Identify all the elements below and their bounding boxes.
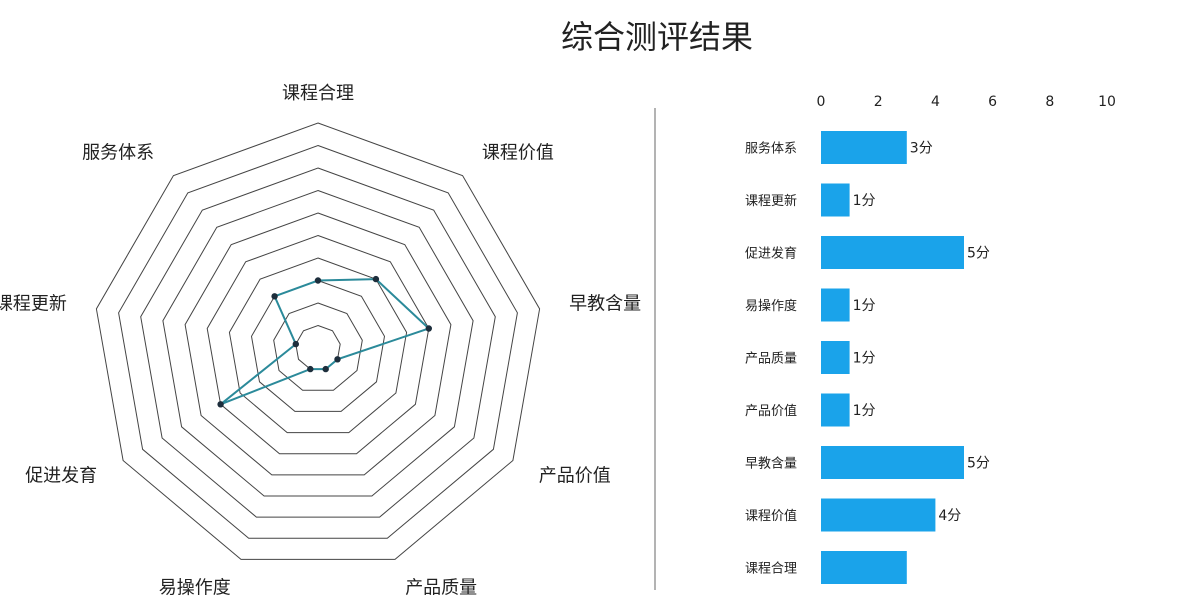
- category-label: 易操作度: [745, 298, 797, 314]
- chart-title: 综合测评结果: [561, 18, 753, 56]
- category-label: 产品质量: [745, 352, 797, 367]
- bar: [821, 341, 850, 374]
- x-tick-label: 8: [1045, 94, 1054, 110]
- bar-value-label: 1分: [853, 193, 876, 209]
- category-label: 课程价值: [745, 508, 797, 524]
- radar-grid-ring-8: [140, 167, 496, 518]
- radar-grid-ring-3: [250, 279, 386, 412]
- bar: [821, 183, 850, 217]
- radar-point: [372, 275, 380, 283]
- bar-value-label: 3分: [910, 141, 933, 157]
- radar-grid-ring-7: [162, 189, 474, 497]
- bar: [821, 551, 907, 584]
- x-tick-label: 6: [988, 94, 997, 110]
- x-tick-label: 2: [874, 94, 883, 110]
- radar-point: [425, 325, 432, 332]
- bar-value-label: 4分: [938, 508, 961, 524]
- bar: [821, 236, 964, 269]
- radar-axis-label: 课程更新: [0, 294, 67, 315]
- radar-grid-ring-4: [228, 257, 408, 434]
- bar-value-label: 1分: [853, 351, 876, 367]
- category-label: 课程更新: [745, 193, 797, 209]
- category-label: 课程合理: [745, 562, 797, 577]
- category-label: 产品价值: [745, 403, 797, 419]
- bar: [821, 288, 850, 322]
- x-tick-label: 10: [1098, 94, 1116, 110]
- radar-axis-label: 易操作度: [159, 578, 231, 599]
- bar-value-label: 1分: [853, 298, 876, 314]
- x-tick-label: 4: [931, 94, 940, 110]
- bar: [821, 446, 964, 479]
- radar-grid-ring-10: [95, 122, 541, 560]
- bar-value-label: 1分: [853, 403, 876, 419]
- radar-grid-ring-6: [184, 212, 452, 476]
- radar-axis-label: 产品质量: [405, 578, 477, 599]
- bar: [821, 131, 907, 164]
- bar-value-label: 5分: [967, 456, 990, 472]
- bar: [821, 393, 850, 427]
- bar: [821, 498, 936, 532]
- radar-point: [314, 277, 322, 284]
- radar-axis-label: 课程价值: [482, 143, 554, 164]
- x-tick-label: 0: [817, 94, 826, 110]
- radar-series-line: [219, 278, 431, 406]
- radar-point: [322, 365, 329, 373]
- radar-grid-ring-9: [118, 144, 518, 539]
- radar-point: [271, 293, 278, 300]
- radar-point: [307, 365, 314, 373]
- radar-point: [292, 340, 299, 348]
- radar-grid-ring-2: [273, 302, 363, 391]
- category-label: 服务体系: [745, 141, 797, 157]
- radar-point: [334, 356, 341, 363]
- radar-point: [217, 401, 224, 408]
- bar-value-label: 5分: [967, 246, 990, 262]
- radar-axis-label: 促进发育: [25, 466, 97, 487]
- radar-axis-label: 课程合理: [282, 83, 354, 104]
- radar-grid-ring-5: [206, 234, 430, 455]
- category-label: 早教含量: [745, 456, 797, 472]
- radar-axis-label: 服务体系: [82, 143, 154, 164]
- radar-axis-label: 产品价值: [539, 466, 611, 487]
- radar-axis-label: 早教含量: [569, 294, 641, 315]
- category-label: 促进发育: [745, 246, 797, 262]
